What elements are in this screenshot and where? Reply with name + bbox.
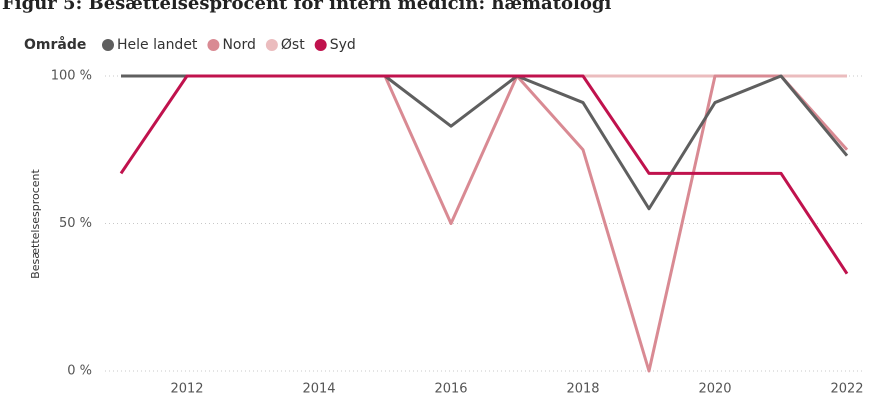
legend-marker (265, 39, 278, 51)
legend-title: Område (24, 36, 86, 53)
y-axis-label: Besættelsesprocent (29, 169, 42, 279)
series-line (119, 74, 849, 275)
y-tick-label: 0 % (67, 364, 92, 379)
legend-label: Øst (281, 37, 305, 53)
legend-label: Hele landet (117, 37, 198, 53)
series-line (121, 74, 849, 211)
legend-marker (102, 39, 114, 51)
legend-label: Syd (330, 37, 356, 53)
chart-title: Figur 5: Besættelsesprocent for intern m… (2, 0, 611, 14)
legend-marker (207, 39, 220, 51)
x-tick-label: 2012 (170, 382, 203, 397)
x-tick-label: 2022 (830, 382, 863, 397)
y-tick-label: 50 % (59, 216, 92, 231)
legend-marker (314, 39, 327, 51)
x-tick-label: 2014 (302, 382, 335, 397)
x-tick-label: 2020 (698, 382, 731, 397)
y-tick-label: 100 % (51, 69, 92, 84)
x-tick-label: 2018 (566, 382, 599, 397)
x-tick-label: 2016 (434, 382, 467, 397)
legend-label: Nord (222, 37, 255, 53)
